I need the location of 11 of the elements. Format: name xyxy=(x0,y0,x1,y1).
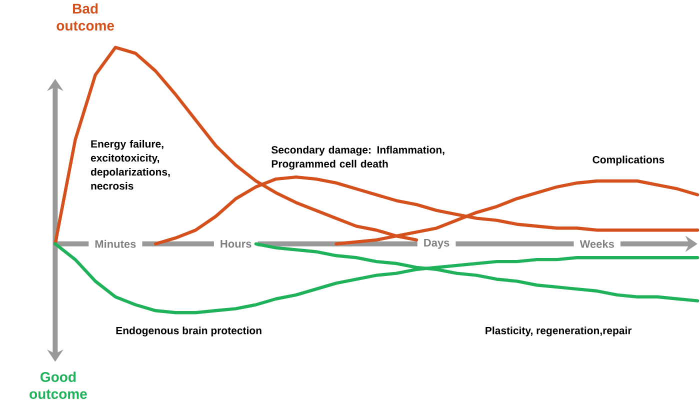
x-tick-label: Minutes xyxy=(95,240,136,248)
x-tick-label: Hours xyxy=(220,240,252,248)
text: Bad outcome xyxy=(56,3,114,31)
text: Good outcome xyxy=(30,372,87,399)
series-label: Complications xyxy=(592,156,664,166)
x-tick-label: Days xyxy=(424,238,450,249)
series-label: Secondary damage: Inflammation, Programmed cell death xyxy=(271,146,444,170)
x-tick-label: Weeks xyxy=(580,240,614,248)
series-label: Energy failure, excitotoxicity, depolarizations, necrosis xyxy=(90,140,170,190)
text: Plasticity, regeneration,repair xyxy=(486,326,632,336)
series-label: Endogenous brain protection xyxy=(116,326,262,336)
